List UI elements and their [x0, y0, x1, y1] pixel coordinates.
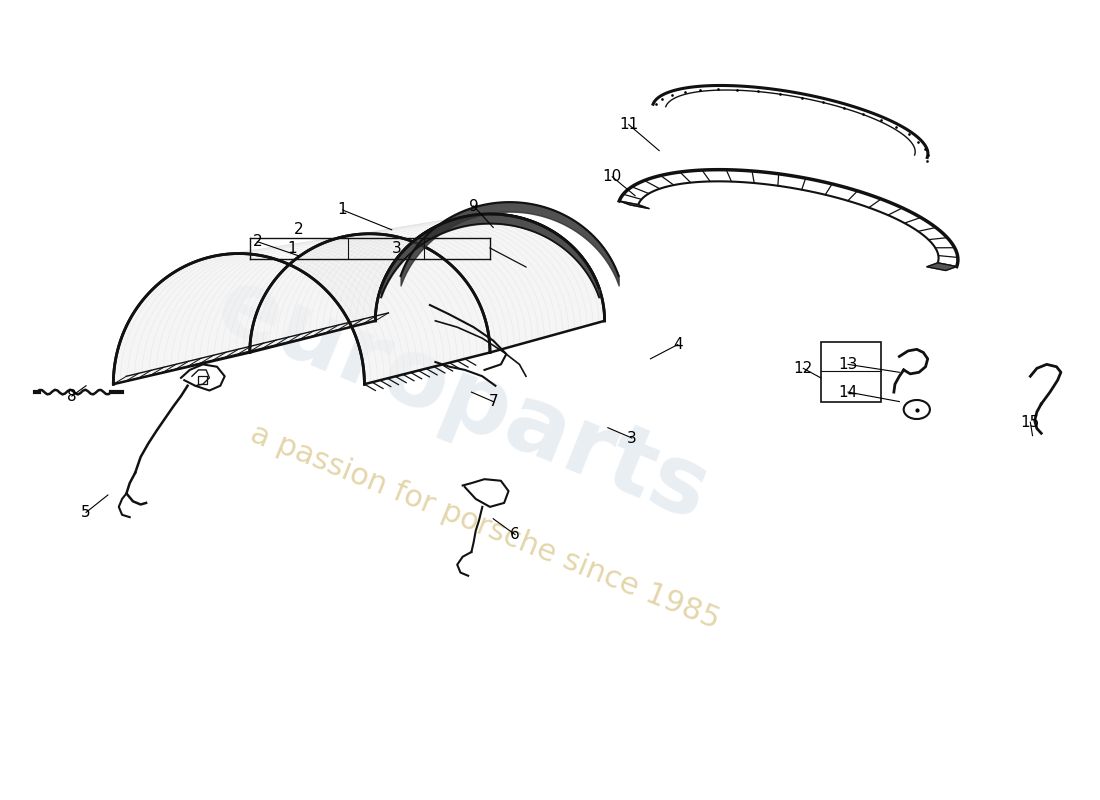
Text: 12: 12 — [793, 361, 813, 376]
Text: 6: 6 — [510, 527, 520, 542]
Text: 2: 2 — [253, 234, 262, 249]
Text: 8: 8 — [67, 389, 77, 403]
Text: 7: 7 — [488, 394, 498, 409]
Text: 1: 1 — [338, 202, 348, 218]
Text: 1: 1 — [287, 241, 297, 255]
Text: 3: 3 — [393, 241, 402, 255]
Text: 5: 5 — [81, 505, 91, 520]
Bar — [821, 342, 881, 402]
Polygon shape — [113, 234, 490, 384]
Text: 9: 9 — [469, 198, 478, 214]
Polygon shape — [250, 214, 605, 353]
Polygon shape — [927, 263, 957, 270]
Polygon shape — [619, 201, 649, 209]
Text: 3: 3 — [627, 430, 637, 446]
Text: a passion for porsche since 1985: a passion for porsche since 1985 — [245, 419, 724, 634]
Text: 11: 11 — [619, 117, 638, 132]
Text: 2: 2 — [294, 222, 304, 238]
Text: europarts: europarts — [204, 259, 722, 541]
Text: 4: 4 — [673, 337, 682, 352]
Text: 15: 15 — [1021, 414, 1040, 430]
Text: 10: 10 — [603, 170, 622, 184]
Text: 14: 14 — [838, 385, 858, 399]
Text: 13: 13 — [838, 357, 858, 372]
